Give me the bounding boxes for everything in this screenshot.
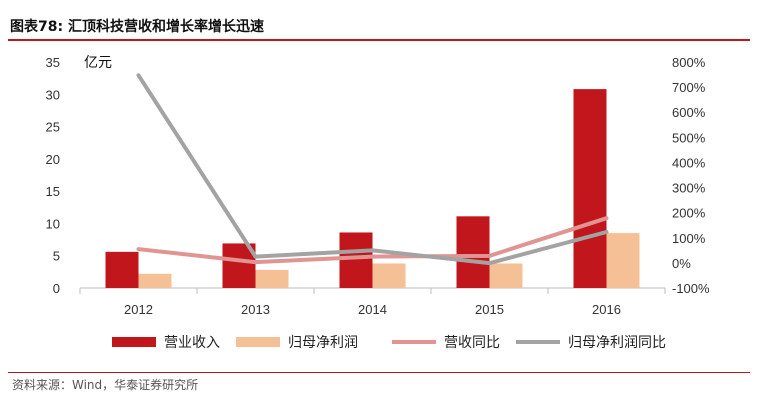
x-tick-label: 2016 <box>592 302 621 317</box>
y-left-tick-label: 5 <box>53 249 60 264</box>
y-right-tick-label: -100% <box>672 281 710 296</box>
legend-label: 归母净利润同比 <box>568 335 666 351</box>
figure-title-text: 汇顶科技营收和增长率增长迅速 <box>67 19 264 35</box>
y-left-tick-label: 10 <box>46 216 60 231</box>
y-right-tick-label: 700% <box>672 80 706 95</box>
figure-number: 图表78: <box>10 19 64 35</box>
chart-lines <box>136 73 609 266</box>
y-left-tick-label: 20 <box>46 152 60 167</box>
legend-label: 归母净利润 <box>288 335 358 351</box>
net-profit-bar <box>255 269 289 288</box>
x-tick-label: 2013 <box>241 302 270 317</box>
figure-title: 图表78: 汇顶科技营收和增长率增长迅速 <box>10 16 264 36</box>
net-profit-bar <box>606 233 640 288</box>
source-divider <box>8 372 750 373</box>
net-profit-bar <box>372 263 406 288</box>
net-profit-bar <box>489 263 523 288</box>
legend-revenue: 营业收入 <box>112 330 220 354</box>
y-right-tick-label: 300% <box>672 181 706 196</box>
chart-tick-labels: 0 5 10 15 20 25 30 35 -100% 0% 100% 200% 300% 400% 500… <box>46 55 710 317</box>
chart-bars <box>105 89 640 289</box>
legend-net-profit-yoy: 归母净利润同比 <box>516 330 666 354</box>
y-right-tick-label: 200% <box>672 206 706 221</box>
chart-legend: 营业收入 归母净利润 营收同比 归母净利润同比 <box>0 330 777 354</box>
y-right-tick-label: 0% <box>672 256 691 271</box>
net-profit-yoy-line <box>136 73 609 266</box>
x-tick-label: 2015 <box>475 302 504 317</box>
legend-label: 营业收入 <box>164 335 220 351</box>
y-right-tick-label: 500% <box>672 130 706 145</box>
y-right-tick-label: 600% <box>672 105 706 120</box>
revenue-bar <box>456 216 490 288</box>
legend-swatch <box>112 337 156 347</box>
net-profit-bar <box>138 273 172 288</box>
y-left-tick-label: 35 <box>46 55 60 70</box>
y-right-tick-label: 800% <box>672 55 706 70</box>
title-divider <box>8 39 750 41</box>
revenue-bar <box>339 232 373 288</box>
revenue-bar <box>105 251 139 288</box>
y-left-tick-label: 0 <box>53 281 60 296</box>
legend-revenue-yoy: 营收同比 <box>392 330 500 354</box>
y-right-tick-label: 100% <box>672 231 706 246</box>
legend-swatch <box>392 340 436 344</box>
revenue-yoy-line <box>136 216 609 265</box>
left-axis-unit-label: 亿元 <box>84 55 112 71</box>
x-tick-label: 2014 <box>358 302 387 317</box>
legend-swatch <box>516 340 560 344</box>
chart-plot: 0 5 10 15 20 25 30 35 -100% 0% 100% 200% 300% 400% 500… <box>46 55 710 317</box>
legend-net-profit: 归母净利润 <box>236 330 358 354</box>
legend-swatch <box>236 337 280 347</box>
chart-axes <box>79 287 666 294</box>
y-left-tick-label: 25 <box>46 120 60 135</box>
x-tick-label: 2012 <box>124 302 153 317</box>
y-right-tick-label: 400% <box>672 155 706 170</box>
y-left-tick-label: 15 <box>46 184 60 199</box>
y-left-tick-label: 30 <box>46 87 60 102</box>
legend-label: 营收同比 <box>444 335 500 351</box>
revenue-bar <box>573 89 607 289</box>
source-note: 资料来源：Wind，华泰证券研究所 <box>12 378 199 392</box>
